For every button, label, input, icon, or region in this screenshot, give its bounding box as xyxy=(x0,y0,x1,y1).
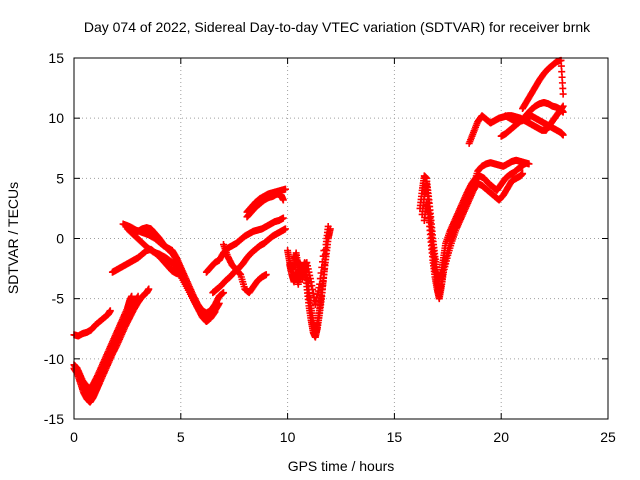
series-23 xyxy=(519,56,567,113)
series-9 xyxy=(202,214,287,276)
data-point xyxy=(559,108,567,116)
x-tick-label: 10 xyxy=(280,429,296,445)
data-point xyxy=(324,222,332,230)
y-tick-label: -15 xyxy=(44,411,64,427)
x-tick-label: 0 xyxy=(70,429,78,445)
x-tick-label: 25 xyxy=(600,429,616,445)
series-8 xyxy=(123,225,219,326)
data-point xyxy=(279,196,287,204)
series-22 xyxy=(501,112,567,139)
x-tick-label: 20 xyxy=(493,429,509,445)
y-tick-label: -10 xyxy=(44,351,64,367)
data-point xyxy=(211,308,219,316)
data-point xyxy=(519,170,527,178)
data-point xyxy=(320,247,328,255)
series-4 xyxy=(74,292,136,393)
data-point xyxy=(106,307,114,315)
series-13 xyxy=(243,190,287,221)
y-tick-label: 10 xyxy=(48,110,64,126)
data-point xyxy=(128,292,136,300)
data-point xyxy=(559,131,567,139)
x-axis-label: GPS time / hours xyxy=(288,458,395,474)
data-point xyxy=(559,90,567,98)
series-16 xyxy=(290,247,328,309)
series-11 xyxy=(220,241,270,297)
data-point xyxy=(525,160,533,168)
axis-ticks: 0 5 10 15 20 25 -15 -10 -5 0 5 10 15 xyxy=(44,50,616,445)
chart-title: Day 074 of 2022, Sidereal Day-to-day VTE… xyxy=(84,19,591,35)
data-point xyxy=(279,214,287,222)
y-tick-label: 15 xyxy=(48,50,64,66)
y-tick-label: 5 xyxy=(56,170,64,186)
y-axis-label: SDTVAR / TECUs xyxy=(5,182,21,294)
series-1 xyxy=(70,307,114,340)
data-point xyxy=(220,289,228,297)
data-point xyxy=(281,225,289,233)
x-tick-label: 5 xyxy=(177,429,185,445)
y-tick-label: 0 xyxy=(56,231,64,247)
data-point xyxy=(215,299,223,307)
plot-frame xyxy=(73,57,609,420)
y-tick-label: -5 xyxy=(52,291,65,307)
series-19 xyxy=(420,170,527,303)
data-point xyxy=(281,185,289,193)
data-points xyxy=(70,56,567,406)
x-tick-label: 15 xyxy=(387,429,403,445)
data-point xyxy=(145,285,153,293)
data-point xyxy=(262,271,270,279)
